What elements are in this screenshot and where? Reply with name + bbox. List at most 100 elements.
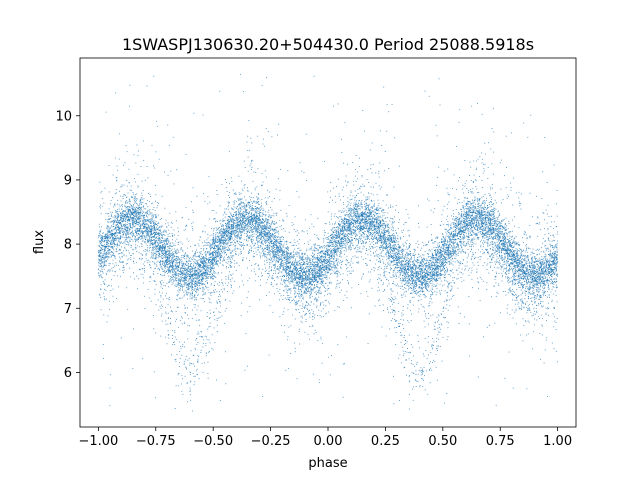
data-point xyxy=(495,234,496,236)
data-point xyxy=(367,220,369,222)
data-point xyxy=(221,252,223,254)
data-point xyxy=(346,243,348,245)
data-point xyxy=(229,226,231,228)
data-point xyxy=(532,259,534,261)
data-point xyxy=(488,193,490,195)
data-point xyxy=(551,266,553,268)
data-point xyxy=(136,221,137,223)
data-point xyxy=(334,213,336,215)
data-point xyxy=(131,206,133,208)
data-point xyxy=(308,286,310,288)
data-point xyxy=(409,302,411,304)
data-point xyxy=(128,209,129,211)
data-point xyxy=(155,249,157,251)
data-point xyxy=(412,276,414,278)
data-point xyxy=(123,228,125,230)
data-point xyxy=(279,250,281,252)
data-point xyxy=(214,270,215,272)
data-point xyxy=(102,236,103,238)
data-point xyxy=(334,236,336,238)
data-point xyxy=(109,237,111,238)
data-point xyxy=(127,213,129,215)
data-point xyxy=(361,227,363,229)
data-point xyxy=(314,276,315,278)
data-point xyxy=(178,266,180,268)
data-point xyxy=(197,262,199,264)
data-point xyxy=(522,242,524,243)
data-point xyxy=(343,222,345,223)
data-point xyxy=(442,255,444,257)
data-point xyxy=(501,255,503,257)
data-point xyxy=(418,287,420,289)
data-point xyxy=(247,221,249,223)
data-point xyxy=(185,279,187,281)
data-point xyxy=(520,265,522,267)
data-point xyxy=(215,236,217,238)
data-point xyxy=(185,258,187,260)
data-point xyxy=(260,220,262,222)
data-point xyxy=(328,265,330,266)
data-point xyxy=(205,281,207,283)
data-point xyxy=(237,236,239,238)
data-point xyxy=(133,211,135,212)
data-point xyxy=(335,251,337,252)
data-point xyxy=(423,270,425,272)
data-point xyxy=(443,265,445,267)
data-point xyxy=(189,271,191,273)
data-point xyxy=(479,225,481,227)
data-point xyxy=(126,231,128,233)
data-point xyxy=(409,284,411,286)
data-point xyxy=(532,273,534,275)
data-point xyxy=(325,267,327,269)
data-point xyxy=(434,279,436,280)
data-point xyxy=(201,258,203,260)
data-point xyxy=(331,267,332,269)
data-point xyxy=(457,234,458,236)
data-point xyxy=(531,281,533,283)
data-point xyxy=(503,233,505,235)
data-point xyxy=(222,232,224,234)
data-point xyxy=(172,258,174,260)
data-point xyxy=(248,204,250,206)
data-point xyxy=(321,274,323,276)
data-point xyxy=(482,232,484,234)
data-point xyxy=(427,280,429,282)
data-point xyxy=(462,231,464,233)
data-point xyxy=(257,224,258,226)
data-point xyxy=(216,240,218,242)
data-point xyxy=(236,239,238,241)
data-point xyxy=(262,222,264,224)
data-point xyxy=(126,221,128,223)
data-point xyxy=(191,286,193,288)
data-point xyxy=(207,252,209,254)
data-point xyxy=(158,246,160,248)
data-point xyxy=(502,245,504,247)
data-point xyxy=(425,278,427,280)
data-point xyxy=(442,265,444,267)
data-point xyxy=(288,267,290,269)
data-point xyxy=(242,226,244,228)
data-point xyxy=(262,214,264,216)
data-point xyxy=(239,237,241,239)
data-point xyxy=(317,274,318,276)
data-point xyxy=(464,221,466,223)
data-point xyxy=(133,200,135,202)
data-point xyxy=(250,230,252,232)
data-point xyxy=(341,233,343,235)
data-point xyxy=(129,237,131,239)
data-point xyxy=(231,208,233,210)
data-point xyxy=(426,317,428,319)
data-point xyxy=(413,287,415,289)
data-point xyxy=(550,270,552,272)
data-point xyxy=(230,207,232,209)
data-point xyxy=(533,257,535,259)
data-point xyxy=(491,201,492,203)
data-point xyxy=(169,270,171,272)
data-point xyxy=(517,241,519,243)
data-point xyxy=(481,233,482,235)
data-point xyxy=(408,288,410,290)
data-point xyxy=(392,234,394,236)
data-point xyxy=(211,272,213,274)
data-point xyxy=(331,246,333,248)
data-point xyxy=(114,205,116,206)
